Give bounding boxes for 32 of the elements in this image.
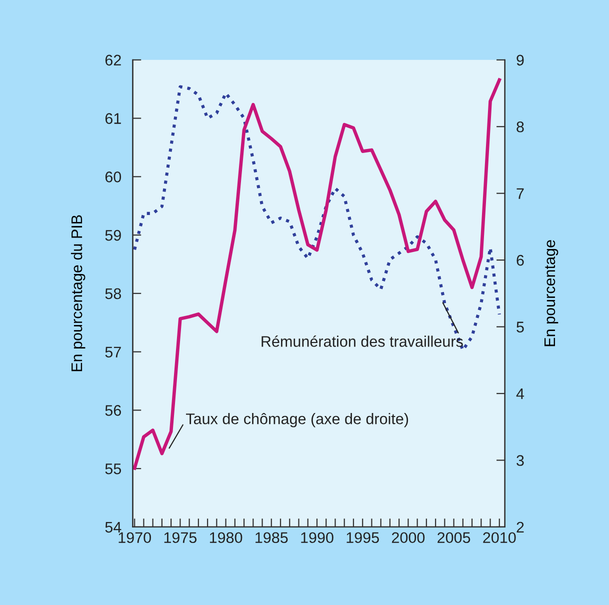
line-series	[133, 85, 501, 352]
y2-tick-label: 5	[516, 322, 524, 332]
y2-tick-label: 6	[516, 254, 524, 266]
y-tick-label: 55	[105, 464, 122, 474]
x-tick-label: 2010	[483, 532, 516, 544]
y2-tick-label: 4	[516, 388, 524, 400]
x-tick-label: 1995	[346, 532, 379, 544]
y2-tick-label: 3	[516, 455, 524, 466]
y-tick-label: 60	[105, 172, 122, 182]
y-tick-label: 62	[105, 54, 121, 66]
annotation: Taux de chômage (axe de droite)	[186, 412, 408, 428]
annotation: Rémunération des travailleurs	[262, 336, 463, 347]
y-tick-label: 54	[105, 522, 122, 533]
line-series	[132, 78, 502, 470]
x-tick-label: 2000	[392, 532, 425, 544]
y2-tick-label: 8	[516, 121, 524, 132]
y2-tick-label: 2	[516, 522, 524, 532]
x-tick-label: 1975	[164, 532, 197, 544]
y-tick-label: 59	[105, 230, 121, 241]
x-tick-label: 1980	[210, 532, 242, 544]
y-tick-label: 58	[105, 288, 121, 300]
y-tick-label: 56	[105, 405, 121, 416]
y2-axis-title: En pourcentage	[544, 240, 558, 346]
x-tick-label: 1990	[301, 532, 334, 544]
x-tick-label: 2005	[438, 532, 470, 544]
y2-tick-label: 9	[516, 54, 524, 66]
y-tick-label: 57	[105, 346, 121, 358]
y2-tick-label: 7	[516, 188, 524, 199]
x-tick-label: 1985	[256, 532, 288, 544]
x-tick-label: 1970	[118, 532, 151, 544]
y-tick-label: 61	[105, 113, 121, 124]
y-axis-title: En pourcentage du PIB	[70, 215, 86, 372]
